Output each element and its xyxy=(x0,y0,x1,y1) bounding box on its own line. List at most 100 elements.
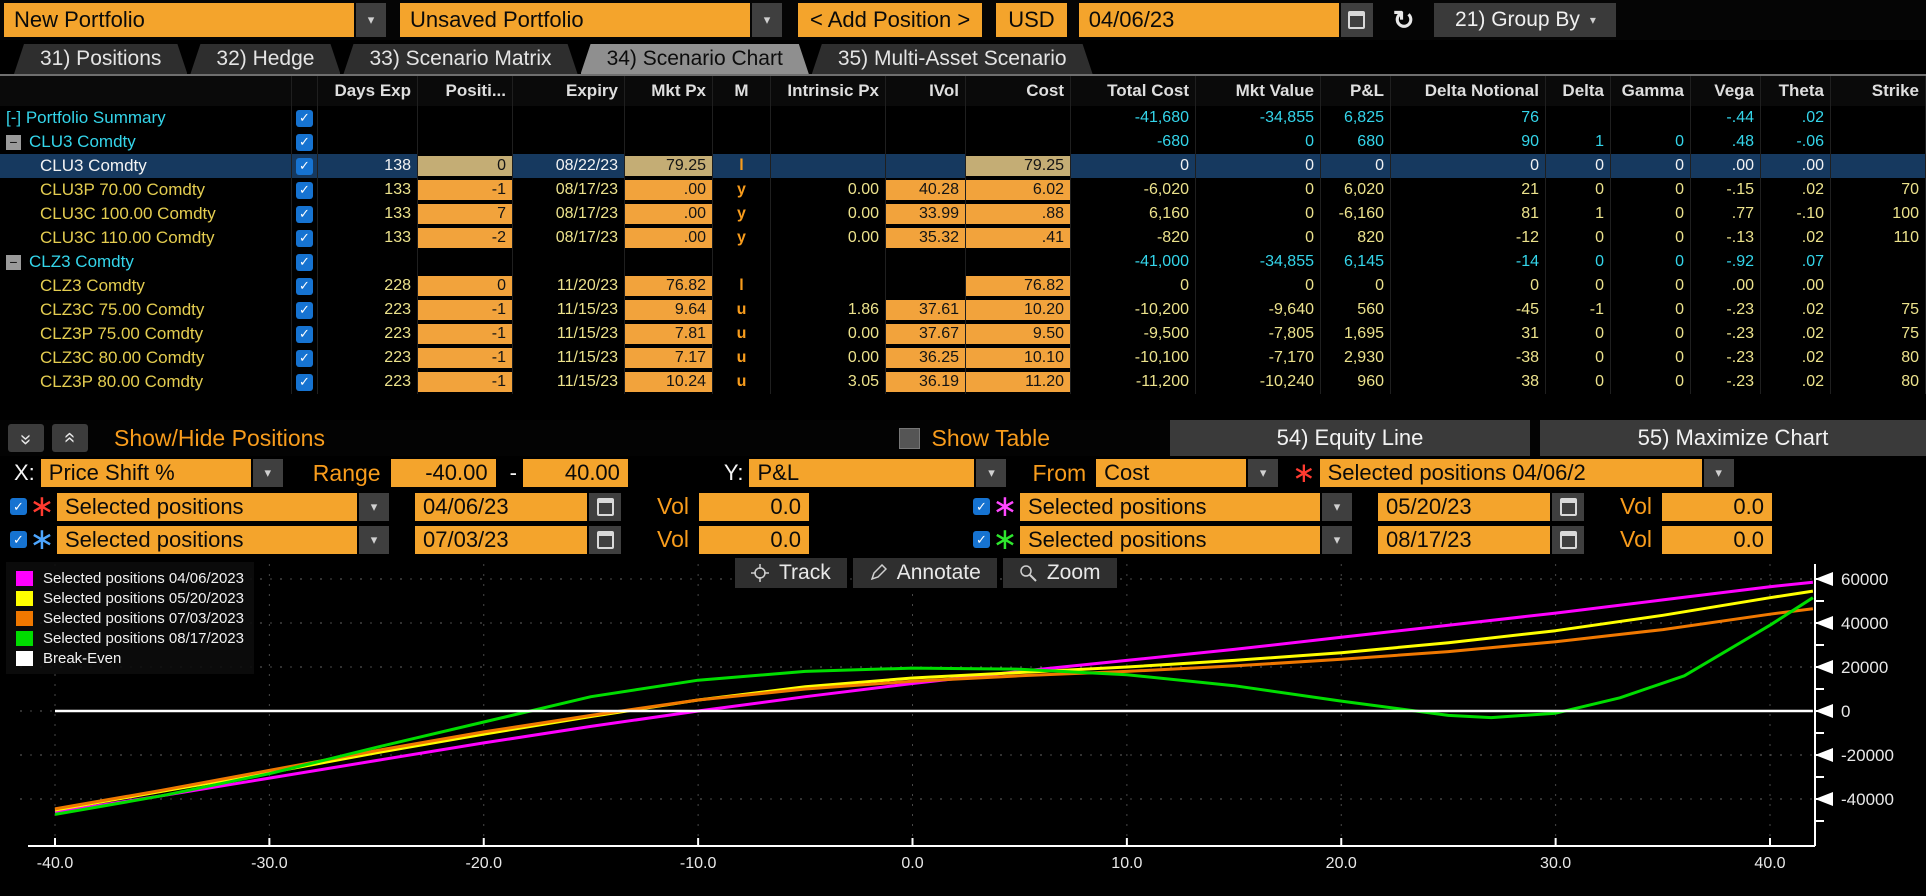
annotate-button[interactable]: Annotate xyxy=(852,558,997,588)
tab-positions[interactable]: 31) Positions xyxy=(14,44,187,74)
scenario-calendar-icon[interactable] xyxy=(589,492,621,521)
selected-positions-select[interactable]: Selected positions 04/06/2 ▾ xyxy=(1319,459,1734,487)
currency-button[interactable]: USD xyxy=(996,3,1067,37)
cell-cost: 9.50 xyxy=(966,322,1071,346)
portfolio-select[interactable]: New Portfolio xyxy=(4,3,354,37)
cell-expiry: 08/17/23 xyxy=(513,178,625,202)
refresh-icon[interactable]: ↻ xyxy=(1392,4,1415,35)
scenario-checkbox[interactable]: ✓ xyxy=(973,531,990,548)
x-axis-select[interactable]: Price Shift % ▾ xyxy=(40,459,283,487)
row-checkbox[interactable]: ✓ xyxy=(296,109,313,127)
row-checkbox[interactable]: ✓ xyxy=(296,253,313,271)
range-from-input[interactable]: -40.00 xyxy=(390,459,496,487)
cell-strike xyxy=(1831,274,1926,298)
table-row[interactable]: − CLU3 Comdty ✓ -680 0 680 90 1 0.48 -.06 xyxy=(0,130,1926,154)
equity-line-button[interactable]: 54) Equity Line xyxy=(1170,420,1530,456)
tab-multi-asset-scenario[interactable]: 35) Multi-Asset Scenario xyxy=(812,44,1093,74)
collapse-box-icon[interactable]: − xyxy=(6,254,21,270)
cell-pnl: 6,145 xyxy=(1321,250,1391,274)
expand-positions-button[interactable]: » xyxy=(52,424,88,452)
cell-total-cost: 0 xyxy=(1071,274,1196,298)
table-row[interactable]: [-] Portfolio Summary ✓ -41,680 -34,855 6,82… xyxy=(0,106,1926,130)
track-button[interactable]: Track xyxy=(735,558,847,588)
scenario-position-select[interactable]: Selected positions ▾ xyxy=(1020,525,1352,554)
portfolio-select-arrow-icon[interactable]: ▾ xyxy=(356,3,386,37)
column-header-mkt-px: Mkt Px xyxy=(625,76,713,106)
tab-hedge[interactable]: 32) Hedge xyxy=(190,44,340,74)
maximize-chart-button[interactable]: 55) Maximize Chart xyxy=(1540,420,1926,456)
tab-scenario-matrix[interactable]: 33) Scenario Matrix xyxy=(343,44,577,74)
table-row[interactable]: CLU3 Comdty ✓ 138 0 08/22/23 79.25 l 79.25 0 0 0 0 0… xyxy=(0,154,1926,178)
row-checkbox[interactable]: ✓ xyxy=(296,229,313,247)
cell-vega: .77 xyxy=(1691,202,1761,226)
portfolio-name-select[interactable]: Unsaved Portfolio xyxy=(400,3,750,37)
vol-input[interactable]: 0.0 xyxy=(698,492,809,521)
table-row[interactable]: CLU3C 110.00 Comdty ✓ 133 -2 08/17/23.00 y 0.0… xyxy=(0,226,1926,250)
y-axis-select[interactable]: P&L ▾ xyxy=(749,459,1007,487)
cell-mkt-px: 9.64 xyxy=(625,298,713,322)
scenario-position-select[interactable]: Selected positions ▾ xyxy=(57,525,389,554)
calendar-icon[interactable] xyxy=(1340,3,1373,37)
table-row[interactable]: − CLZ3 Comdty ✓ -41,000 -34,855 6,145 -14 0 0 -.9… xyxy=(0,250,1926,274)
table-row[interactable]: CLZ3P 80.00 Comdty ✓ 223 -1 11/15/23 10.24 u 3.… xyxy=(0,370,1926,394)
row-checkbox[interactable]: ✓ xyxy=(296,301,313,319)
collapse-positions-button[interactable]: » xyxy=(8,424,44,452)
date-field[interactable]: 04/06/23 xyxy=(1078,3,1339,37)
cell-strike: 110 xyxy=(1831,226,1926,250)
scenario-selector-row: ✓ ∗ Selected positions ▾ 08/17/23 Vol 0.0 xyxy=(963,523,1926,556)
range-to-input[interactable]: 40.00 xyxy=(522,459,628,487)
row-checkbox[interactable]: ✓ xyxy=(296,373,313,391)
portfolio-name-select-arrow-icon[interactable]: ▾ xyxy=(752,3,782,37)
vol-input[interactable]: 0.0 xyxy=(1661,525,1772,554)
collapse-box-icon[interactable]: − xyxy=(6,134,21,150)
scenario-calendar-icon[interactable] xyxy=(589,525,621,554)
vol-input[interactable]: 0.0 xyxy=(698,525,809,554)
svg-text:0: 0 xyxy=(1841,702,1850,721)
scenario-position-select[interactable]: Selected positions ▾ xyxy=(57,492,389,521)
scenario-date-field[interactable]: 05/20/23 xyxy=(1378,492,1550,521)
cell-mkt-px: .00 xyxy=(625,226,713,250)
zoom-button[interactable]: Zoom xyxy=(1002,558,1117,588)
column-header-intrinsic-px: Intrinsic Px xyxy=(771,76,886,106)
instrument-name: CLU3 Comdty xyxy=(29,132,136,151)
add-position-button[interactable]: < Add Position > xyxy=(798,3,983,37)
scenario-checkbox[interactable]: ✓ xyxy=(10,498,27,515)
group-by-arrow-icon: ▾ xyxy=(1589,13,1596,27)
cell-delta: -1 xyxy=(1546,298,1611,322)
scenario-date-field[interactable]: 08/17/23 xyxy=(1378,525,1550,554)
scenario-calendar-icon[interactable] xyxy=(1552,525,1584,554)
table-row[interactable]: CLZ3P 75.00 Comdty ✓ 223 -1 11/15/23 7.81 u 0.0… xyxy=(0,322,1926,346)
scenario-date-field[interactable]: 07/03/23 xyxy=(415,525,587,554)
scenario-checkbox[interactable]: ✓ xyxy=(973,498,990,515)
row-checkbox[interactable]: ✓ xyxy=(296,277,313,295)
selected-positions-value: Selected positions 04/06/2 xyxy=(1319,459,1702,487)
table-row[interactable]: CLZ3C 75.00 Comdty ✓ 223 -1 11/15/23 9.64 u 1.8… xyxy=(0,298,1926,322)
instrument-name: CLZ3 Comdty xyxy=(40,276,145,295)
table-row[interactable]: CLU3C 100.00 Comdty ✓ 133 7 08/17/23.00 y 0.00… xyxy=(0,202,1926,226)
row-checkbox[interactable]: ✓ xyxy=(296,157,313,175)
cell-expiry: 08/17/23 xyxy=(513,202,625,226)
vol-input[interactable]: 0.0 xyxy=(1661,492,1772,521)
show-table-checkbox[interactable] xyxy=(898,427,920,449)
scenario-checkbox[interactable]: ✓ xyxy=(10,531,27,548)
from-select[interactable]: Cost ▾ xyxy=(1096,459,1279,487)
cell-strike: 70 xyxy=(1831,178,1926,202)
row-checkbox[interactable]: ✓ xyxy=(296,181,313,199)
cell-cost: 10.10 xyxy=(966,346,1071,370)
table-row[interactable]: CLU3P 70.00 Comdty ✓ 133 -1 08/17/23.00 y 0.00… xyxy=(0,178,1926,202)
pnl-scenario-plot[interactable]: -40000 -20000 0 20000 40000 60000 -40.0 -30.0 -2… xyxy=(0,556,1926,896)
collapse-indicator[interactable]: [-] xyxy=(6,108,26,127)
scenario-date-field[interactable]: 04/06/23 xyxy=(415,492,587,521)
cell-mkt-value: -7,805 xyxy=(1196,322,1321,346)
row-checkbox[interactable]: ✓ xyxy=(296,133,313,151)
row-checkbox[interactable]: ✓ xyxy=(296,325,313,343)
scenario-calendar-icon[interactable] xyxy=(1552,492,1584,521)
row-checkbox[interactable]: ✓ xyxy=(296,205,313,223)
scenario-position-select[interactable]: Selected positions ▾ xyxy=(1020,492,1352,521)
table-row[interactable]: CLZ3C 80.00 Comdty ✓ 223 -1 11/15/23 7.17 u 0.0… xyxy=(0,346,1926,370)
cell-mkt-px: 76.82 xyxy=(625,274,713,298)
row-checkbox[interactable]: ✓ xyxy=(296,349,313,367)
table-row[interactable]: CLZ3 Comdty ✓ 228 0 11/20/23 76.82 l 76.82 0 0 0 0 0… xyxy=(0,274,1926,298)
tab-scenario-chart[interactable]: 34) Scenario Chart xyxy=(581,44,809,74)
group-by-button[interactable]: 21) Group By ▾ xyxy=(1434,3,1617,37)
